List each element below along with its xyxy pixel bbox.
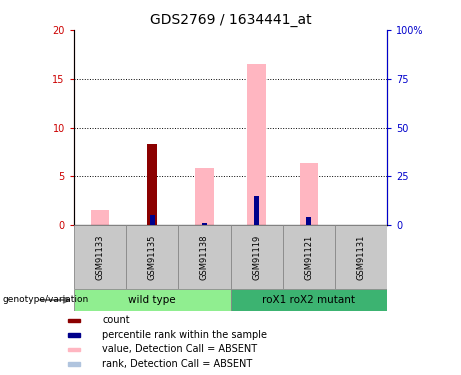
Bar: [148, 144, 157, 225]
Text: percentile rank within the sample: percentile rank within the sample: [102, 330, 267, 340]
Text: rank, Detection Call = ABSENT: rank, Detection Call = ABSENT: [102, 359, 253, 369]
Bar: [283, 225, 335, 289]
Text: GSM91133: GSM91133: [95, 234, 104, 280]
Bar: [74, 225, 126, 289]
Text: GSM91131: GSM91131: [357, 234, 366, 280]
Text: GSM91138: GSM91138: [200, 234, 209, 280]
Bar: [126, 225, 178, 289]
Bar: [335, 225, 387, 289]
Text: count: count: [102, 315, 130, 326]
Bar: [202, 224, 207, 225]
Bar: [68, 333, 80, 336]
Text: GSM91119: GSM91119: [252, 234, 261, 279]
Text: GDS2769 / 1634441_at: GDS2769 / 1634441_at: [150, 13, 311, 27]
Bar: [248, 64, 266, 225]
Text: value, Detection Call = ABSENT: value, Detection Call = ABSENT: [102, 345, 257, 354]
Bar: [68, 362, 80, 366]
Text: GSM91121: GSM91121: [304, 234, 313, 279]
Bar: [91, 210, 109, 225]
Bar: [230, 289, 387, 311]
Bar: [68, 319, 80, 322]
Bar: [68, 348, 80, 351]
Text: wild type: wild type: [128, 295, 176, 305]
Bar: [300, 163, 318, 225]
Bar: [202, 223, 207, 225]
Text: genotype/variation: genotype/variation: [2, 296, 89, 304]
Bar: [195, 168, 213, 225]
Text: roX1 roX2 mutant: roX1 roX2 mutant: [262, 295, 355, 305]
Bar: [230, 225, 283, 289]
Text: GSM91135: GSM91135: [148, 234, 157, 280]
Bar: [149, 215, 155, 225]
Bar: [74, 289, 230, 311]
Bar: [254, 196, 259, 225]
Bar: [178, 225, 230, 289]
Bar: [306, 217, 312, 225]
